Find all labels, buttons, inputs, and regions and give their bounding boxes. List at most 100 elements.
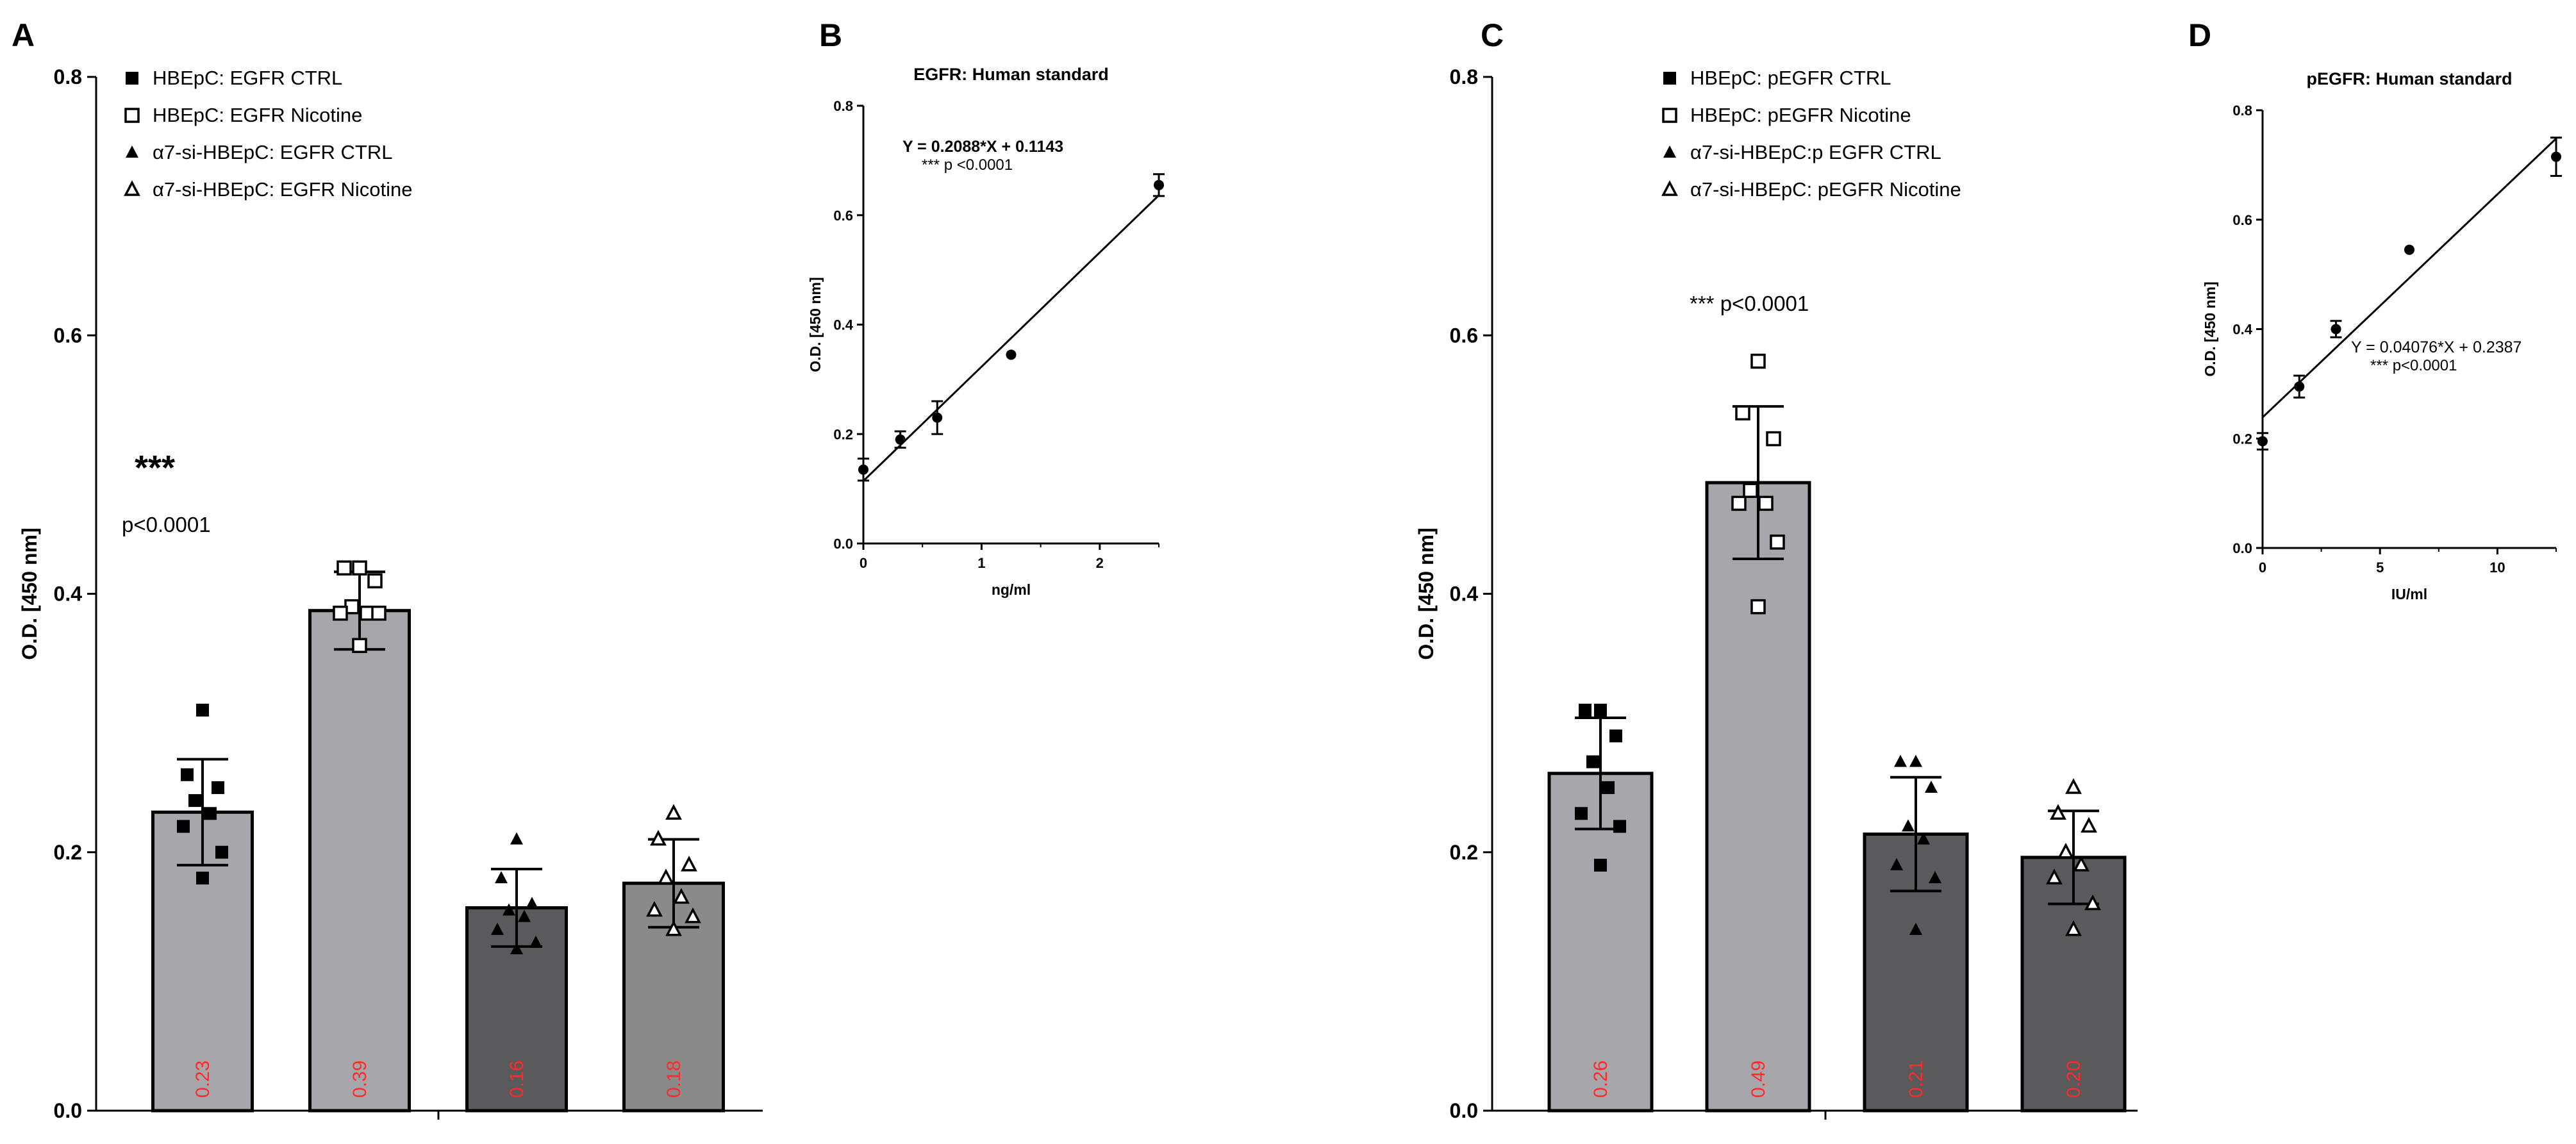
data-point: [1750, 599, 1766, 615]
data-point: [518, 909, 531, 922]
panel-label-a: A: [12, 17, 35, 53]
x-axis-label: ng/ml: [992, 581, 1031, 598]
data-point: [1579, 703, 1591, 717]
regression-line: [2261, 138, 2557, 419]
y-tick-label: 0.6: [1450, 324, 1478, 347]
data-point: [1894, 754, 1907, 767]
data-point: [352, 638, 367, 653]
y-tick-label: 0.2: [2232, 431, 2252, 447]
y-tick-label: 0.8: [2232, 103, 2252, 119]
data-point: [510, 832, 523, 845]
data-point: [1006, 349, 1017, 360]
data-point: [196, 703, 209, 717]
panel-label-c: C: [1481, 17, 1504, 53]
data-point: [932, 412, 943, 423]
data-point: [177, 820, 190, 833]
data-point: [526, 897, 538, 909]
y-tick-label: 0.4: [54, 583, 83, 606]
y-axis-label: O.D. [450 nm]: [2202, 281, 2218, 376]
data-point: [181, 768, 194, 781]
y-tick-label: 0.2: [1450, 841, 1478, 864]
legend-marker: [1661, 180, 1678, 196]
data-point: [1735, 405, 1750, 420]
data-point: [337, 560, 352, 576]
bar-value-label: 0.49: [1748, 1061, 1769, 1098]
legend-label: HBEpC: EGFR CTRL: [153, 67, 342, 89]
data-point: [1575, 807, 1588, 820]
data-point: [371, 605, 386, 621]
y-tick-label: 0.8: [833, 98, 853, 114]
panel-label-d: D: [2188, 17, 2211, 53]
data-point: [1154, 179, 1164, 190]
y-axis-label: O.D. [450 nm]: [1415, 527, 1438, 659]
data-point: [2065, 920, 2082, 936]
y-axis-label: O.D. [450 nm]: [807, 277, 824, 372]
data-point: [188, 794, 201, 808]
y-tick-label: 0.4: [2232, 322, 2252, 338]
bar-value-label: 0.23: [192, 1061, 213, 1098]
bar: [1705, 481, 1811, 1113]
data-point: [2081, 817, 2097, 833]
data-point: [1743, 483, 1758, 498]
y-tick-label: 0.2: [54, 841, 82, 864]
legend-label: α7-si-HBEpC: pEGFR Nicotine: [1690, 178, 1961, 201]
data-point: [1586, 755, 1599, 768]
data-point: [1766, 431, 1781, 447]
y-tick-label: 0.4: [1450, 583, 1479, 606]
data-point: [858, 464, 868, 475]
significance-annotation: *** p<0.0001: [1690, 292, 1809, 315]
y-tick-label: 0.8: [1450, 65, 1478, 88]
data-point: [2331, 324, 2341, 335]
bar-value-label: 0.18: [663, 1061, 685, 1098]
data-point: [1909, 754, 1922, 767]
legend-marker: [1662, 108, 1677, 123]
data-point: [650, 829, 667, 846]
data-point: [1602, 781, 1615, 794]
legend-marker: [124, 180, 140, 196]
fit-equation: Y = 0.2088*X + 0.1143: [902, 138, 1063, 156]
x-tick-label: 2: [1096, 555, 1104, 571]
data-point: [196, 872, 209, 885]
data-point: [2057, 842, 2074, 859]
data-point: [1609, 729, 1622, 743]
data-point: [491, 922, 504, 935]
panel-label-b: B: [819, 17, 842, 53]
data-point: [1890, 858, 1903, 870]
data-point: [510, 941, 523, 954]
y-tick-label: 0.8: [54, 65, 82, 88]
data-point: [503, 903, 515, 916]
legend-marker: [1663, 145, 1676, 158]
data-point: [2404, 244, 2414, 255]
legend-label: HBEpC: EGFR Nicotine: [153, 104, 362, 126]
legend-marker: [126, 72, 138, 85]
legend-marker: [124, 108, 140, 123]
data-point: [495, 871, 508, 884]
data-point: [665, 804, 682, 820]
data-point: [529, 935, 542, 948]
significance-p-value: p<0.0001: [122, 513, 211, 536]
data-point: [2073, 856, 2090, 872]
data-point: [352, 560, 367, 576]
data-point: [212, 781, 224, 794]
fit-p-value: *** p<0.0001: [2370, 357, 2457, 374]
legend-label: α7-si-HBEpC:p EGFR CTRL: [1690, 141, 1941, 163]
x-axis-label: IU/ml: [2391, 586, 2427, 602]
data-point: [895, 434, 906, 445]
bar-chart-egfr: 0.0 0.2 0.4 0.6 0.8 O.D. [450 nm] 0.23 0.39 0.16…: [18, 65, 763, 1122]
data-point: [2084, 894, 2101, 911]
y-tick-label: 0.0: [1450, 1099, 1478, 1122]
regression-line: [862, 194, 1160, 482]
chart-title: EGFR: Human standard: [913, 65, 1109, 84]
y-tick-label: 0.0: [54, 1099, 82, 1122]
data-point: [2046, 868, 2063, 884]
fit-equation: Y = 0.04076*X + 0.2387: [2351, 338, 2522, 356]
bar-value-label: 0.16: [506, 1061, 528, 1098]
legend-label: HBEpC: pEGFR CTRL: [1690, 67, 1891, 89]
data-point: [1929, 871, 1941, 884]
data-point: [333, 605, 348, 621]
y-tick-label: 0.6: [54, 324, 82, 347]
y-tick-label: 0.6: [833, 208, 853, 224]
y-tick-label: 0.0: [833, 536, 853, 552]
fit-p-value: *** p <0.0001: [922, 156, 1013, 174]
